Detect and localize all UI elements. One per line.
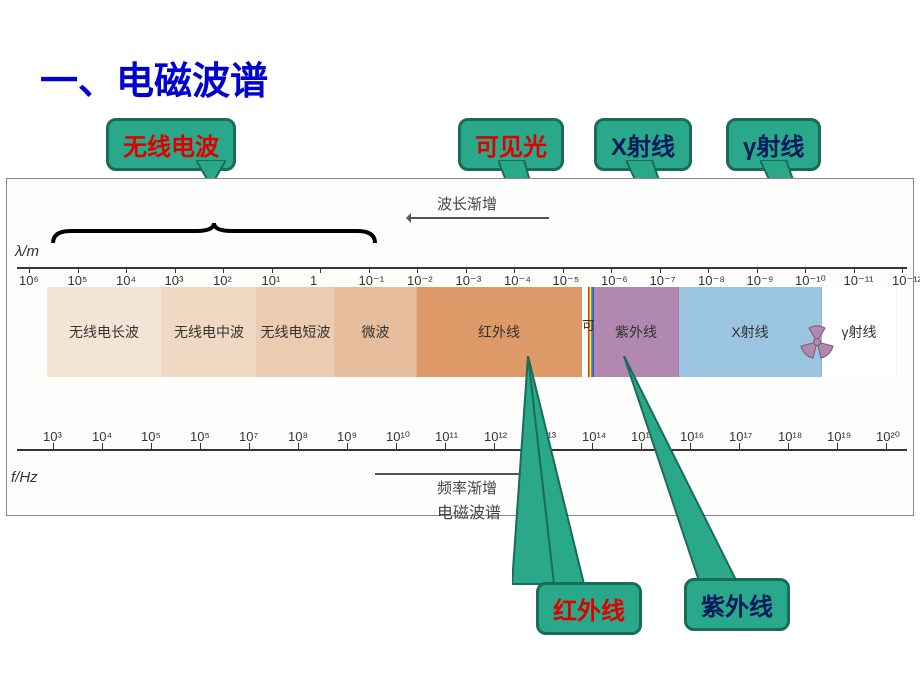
tick-mark: [494, 443, 495, 449]
tick-mark: [445, 443, 446, 449]
tick-mark: [466, 267, 467, 273]
tick-mark: [902, 267, 903, 273]
frequency-tick: 10³: [43, 429, 62, 444]
callout-row-bottom: 红外线 紫外线: [0, 582, 920, 632]
band-label: X射线: [731, 322, 768, 342]
callout-uv-label: 紫外线: [701, 594, 773, 621]
pointer-uv: [610, 356, 750, 588]
callout-gamma-label: γ射线: [743, 134, 804, 161]
tick-mark: [78, 267, 79, 273]
wavelength-axis: [17, 267, 907, 269]
tick-mark: [611, 267, 612, 273]
lambda-axis-label: λ/m: [15, 243, 39, 260]
tick-mark: [788, 443, 789, 449]
band-label: 微波: [362, 322, 390, 342]
frequency-tick: 10¹¹: [435, 429, 458, 444]
wave-increase-label: 波长渐增: [437, 193, 497, 214]
frequency-tick: 10²⁰: [876, 429, 900, 445]
tick-mark: [854, 267, 855, 273]
page-title: 一、电磁波谱: [40, 50, 920, 105]
frequency-tick: 10¹⁰: [386, 429, 410, 445]
freq-increase-label: 频率渐增: [437, 477, 497, 498]
frequency-axis: [17, 449, 907, 451]
wavelength-tick: 10³: [165, 273, 184, 288]
tick-mark: [347, 443, 348, 449]
callout-uv: 紫外线: [684, 578, 790, 631]
tick-mark: [151, 443, 152, 449]
tick-mark: [126, 267, 127, 273]
band-label: 红外线: [478, 322, 520, 342]
callout-radio-label: 无线电波: [123, 134, 219, 161]
tick-mark: [272, 267, 273, 273]
wavelength-tick: 10⁵: [68, 273, 88, 288]
wavelength-tick: 1: [310, 273, 317, 288]
tick-mark: [660, 267, 661, 273]
tick-mark: [223, 267, 224, 273]
tick-mark: [249, 443, 250, 449]
frequency-tick: 10⁸: [288, 429, 308, 444]
wavelength-tick: 10¹: [262, 273, 281, 288]
frequency-tick: 10¹⁹: [827, 429, 851, 444]
radio-brace: [51, 223, 377, 245]
wavelength-tick: 10²: [213, 273, 232, 288]
callout-xray-label: X射线: [611, 134, 675, 161]
tick-mark: [805, 267, 806, 273]
tick-mark: [592, 443, 593, 449]
tick-mark: [886, 443, 887, 449]
spectrum-caption: 电磁波谱: [437, 499, 501, 523]
band-label: 紫外线: [615, 322, 657, 342]
tick-mark: [320, 267, 321, 273]
tick-mark: [514, 267, 515, 273]
tick-mark: [563, 267, 564, 273]
frequency-tick: 10⁷: [239, 429, 258, 444]
tick-mark: [837, 443, 838, 449]
tick-mark: [200, 443, 201, 449]
band-row: 无线电长波无线电中波无线电短波微波红外线可见光紫外线X射线γ射线: [47, 287, 897, 377]
radiation-icon: [799, 324, 835, 360]
wavelength-tick: 10⁶: [19, 273, 39, 288]
tick-mark: [396, 443, 397, 449]
frequency-tick: 10⁹: [337, 429, 357, 444]
tick-mark: [757, 267, 758, 273]
pointer-infrared: [512, 356, 592, 588]
tick-mark: [29, 267, 30, 273]
tick-mark: [708, 267, 709, 273]
tick-mark: [369, 267, 370, 273]
spectrum-band: 无线电长波: [47, 287, 162, 377]
tick-mark: [417, 267, 418, 273]
spectrum-band: 无线电中波: [162, 287, 257, 377]
frequency-tick: 10⁴: [92, 429, 112, 444]
band-label: γ射线: [842, 322, 877, 342]
tick-mark: [175, 267, 176, 273]
band-label: 无线电短波: [261, 322, 331, 342]
frequency-tick: 10¹²: [484, 429, 507, 444]
callout-infrared-label: 红外线: [553, 598, 625, 625]
wavelength-tick: 10⁴: [116, 273, 136, 288]
frequency-tick: 10¹⁸: [778, 429, 802, 444]
spectrum-band: 微波: [335, 287, 417, 377]
band-label: 无线电长波: [69, 322, 139, 342]
freq-axis-label: f/Hz: [11, 469, 38, 486]
tick-mark: [53, 443, 54, 449]
wave-increase-arrow: [409, 217, 549, 219]
callout-visible-label: 可见光: [475, 134, 547, 161]
tick-mark: [102, 443, 103, 449]
band-label: 无线电中波: [174, 322, 244, 342]
frequency-tick: 10⁵: [190, 429, 210, 444]
spectrum-band: 无线电短波: [257, 287, 335, 377]
frequency-tick: 10⁵: [141, 429, 161, 444]
callout-row-top: 无线电波 可见光 X射线 γ射线: [0, 118, 920, 168]
tick-mark: [298, 443, 299, 449]
spectrum-chart: www.bdocx.com 波长渐增 λ/m 10⁶10⁵10⁴10³10²10…: [6, 178, 914, 516]
callout-infrared: 红外线: [536, 582, 642, 635]
